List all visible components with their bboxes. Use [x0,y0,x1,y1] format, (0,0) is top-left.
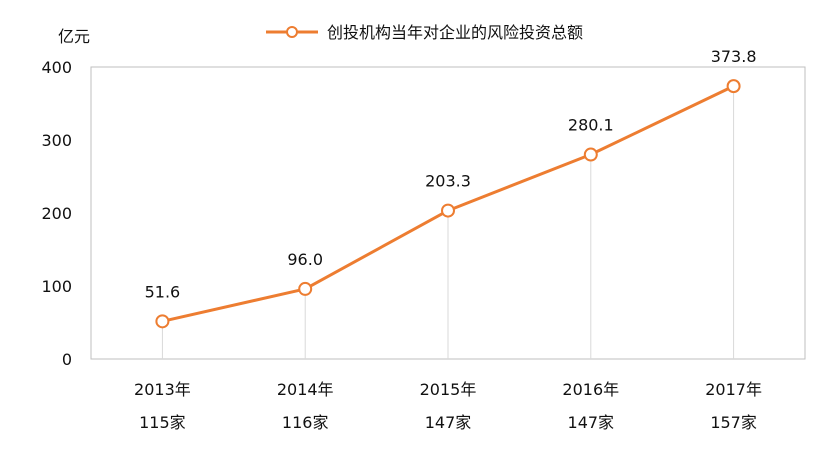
data-point [155,314,170,329]
x-axis-categories: 2013年 115家 2014年 116家 2015年 147家 2016年 147家 2017… [134,380,762,432]
x-category-label: 2017年 [705,380,762,399]
x-category-label: 2015年 [420,380,477,399]
data-point [583,147,598,162]
y-tick-label: 200 [41,204,72,223]
y-tick-label: 300 [41,131,72,150]
data-label: 280.1 [568,116,614,135]
x-category-label: 2014年 [277,380,334,399]
x-category-sublabel: 147家 [425,413,472,432]
x-category-sublabel: 147家 [568,413,615,432]
legend-label: 创投机构当年对企业的风险投资总额 [327,23,583,42]
legend: 创投机构当年对企业的风险投资总额 [266,23,583,42]
y-axis-unit-label: 亿元 [58,27,90,46]
data-label: 96.0 [287,250,323,269]
data-point [298,281,313,296]
y-axis-ticks: 0 100 200 300 400 [41,58,72,369]
series-line-group: 51.6 96.0 203.3 280.1 373.8 [145,47,757,329]
data-label: 373.8 [711,47,757,66]
x-category-label: 2013年 [134,380,191,399]
y-tick-label: 400 [41,58,72,77]
data-point [441,203,455,218]
legend-marker-swatch [286,26,298,38]
data-point [726,79,741,94]
x-category-sublabel: 116家 [282,413,329,432]
x-category-label: 2016年 [562,380,619,399]
x-category-sublabel: 157家 [710,413,757,432]
y-tick-label: 100 [41,277,72,296]
data-label: 51.6 [145,282,181,301]
data-label: 203.3 [425,172,471,191]
y-tick-label: 0 [62,350,72,369]
x-category-sublabel: 115家 [139,413,186,432]
drop-lines [161,86,735,359]
